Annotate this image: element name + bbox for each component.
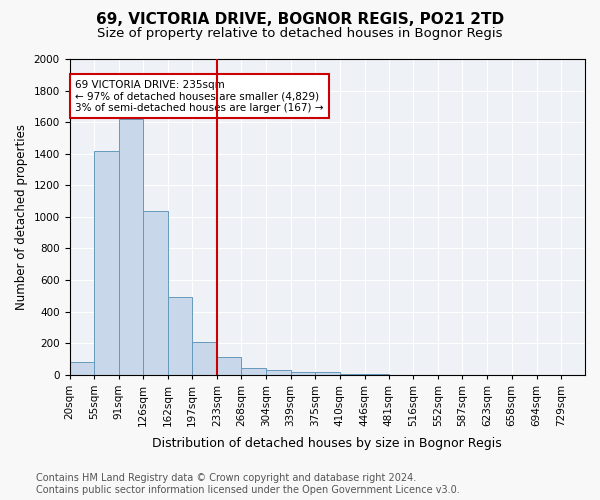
Text: Size of property relative to detached houses in Bognor Regis: Size of property relative to detached ho… <box>97 28 503 40</box>
Bar <box>70 362 94 374</box>
Bar <box>241 368 266 374</box>
Text: 69 VICTORIA DRIVE: 235sqm
← 97% of detached houses are smaller (4,829)
3% of sem: 69 VICTORIA DRIVE: 235sqm ← 97% of detac… <box>75 80 323 112</box>
Y-axis label: Number of detached properties: Number of detached properties <box>15 124 28 310</box>
Bar <box>192 342 217 374</box>
Text: Contains HM Land Registry data © Crown copyright and database right 2024.
Contai: Contains HM Land Registry data © Crown c… <box>36 474 460 495</box>
Bar <box>316 372 340 374</box>
X-axis label: Distribution of detached houses by size in Bognor Regis: Distribution of detached houses by size … <box>152 437 502 450</box>
Bar <box>119 119 143 374</box>
Bar <box>290 372 316 374</box>
Bar <box>217 358 241 374</box>
Bar <box>266 370 290 374</box>
Bar <box>168 298 192 374</box>
Bar <box>143 210 168 374</box>
Bar <box>94 150 119 374</box>
Text: 69, VICTORIA DRIVE, BOGNOR REGIS, PO21 2TD: 69, VICTORIA DRIVE, BOGNOR REGIS, PO21 2… <box>96 12 504 28</box>
